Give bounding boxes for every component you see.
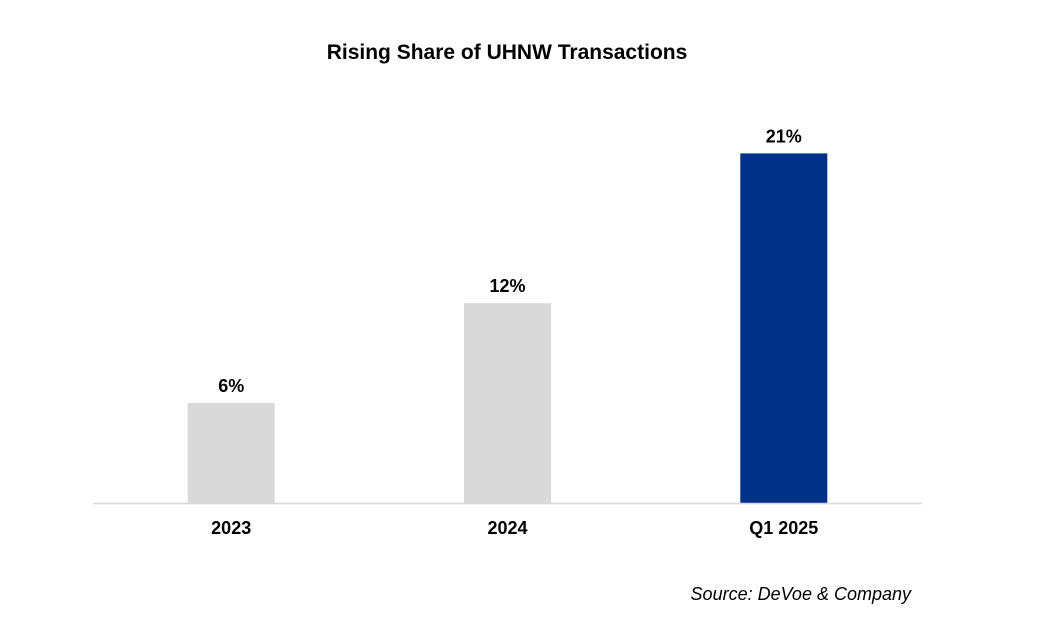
bar-q1-2025 bbox=[740, 153, 828, 503]
x-tick-label: 2024 bbox=[487, 518, 527, 538]
x-tick-label: Q1 2025 bbox=[749, 518, 818, 538]
bar-2023 bbox=[187, 403, 275, 503]
bars-group: 6% 2023 12% 2024 21% Q1 2025 bbox=[187, 126, 828, 538]
bar-2024 bbox=[464, 303, 551, 503]
data-label: 6% bbox=[218, 376, 244, 396]
chart-title: Rising Share of UHNW Transactions bbox=[327, 41, 688, 64]
source-note: Source: DeVoe & Company bbox=[691, 584, 912, 604]
x-tick-label: 2023 bbox=[211, 518, 251, 538]
data-label: 21% bbox=[766, 126, 802, 146]
data-label: 12% bbox=[489, 276, 525, 296]
